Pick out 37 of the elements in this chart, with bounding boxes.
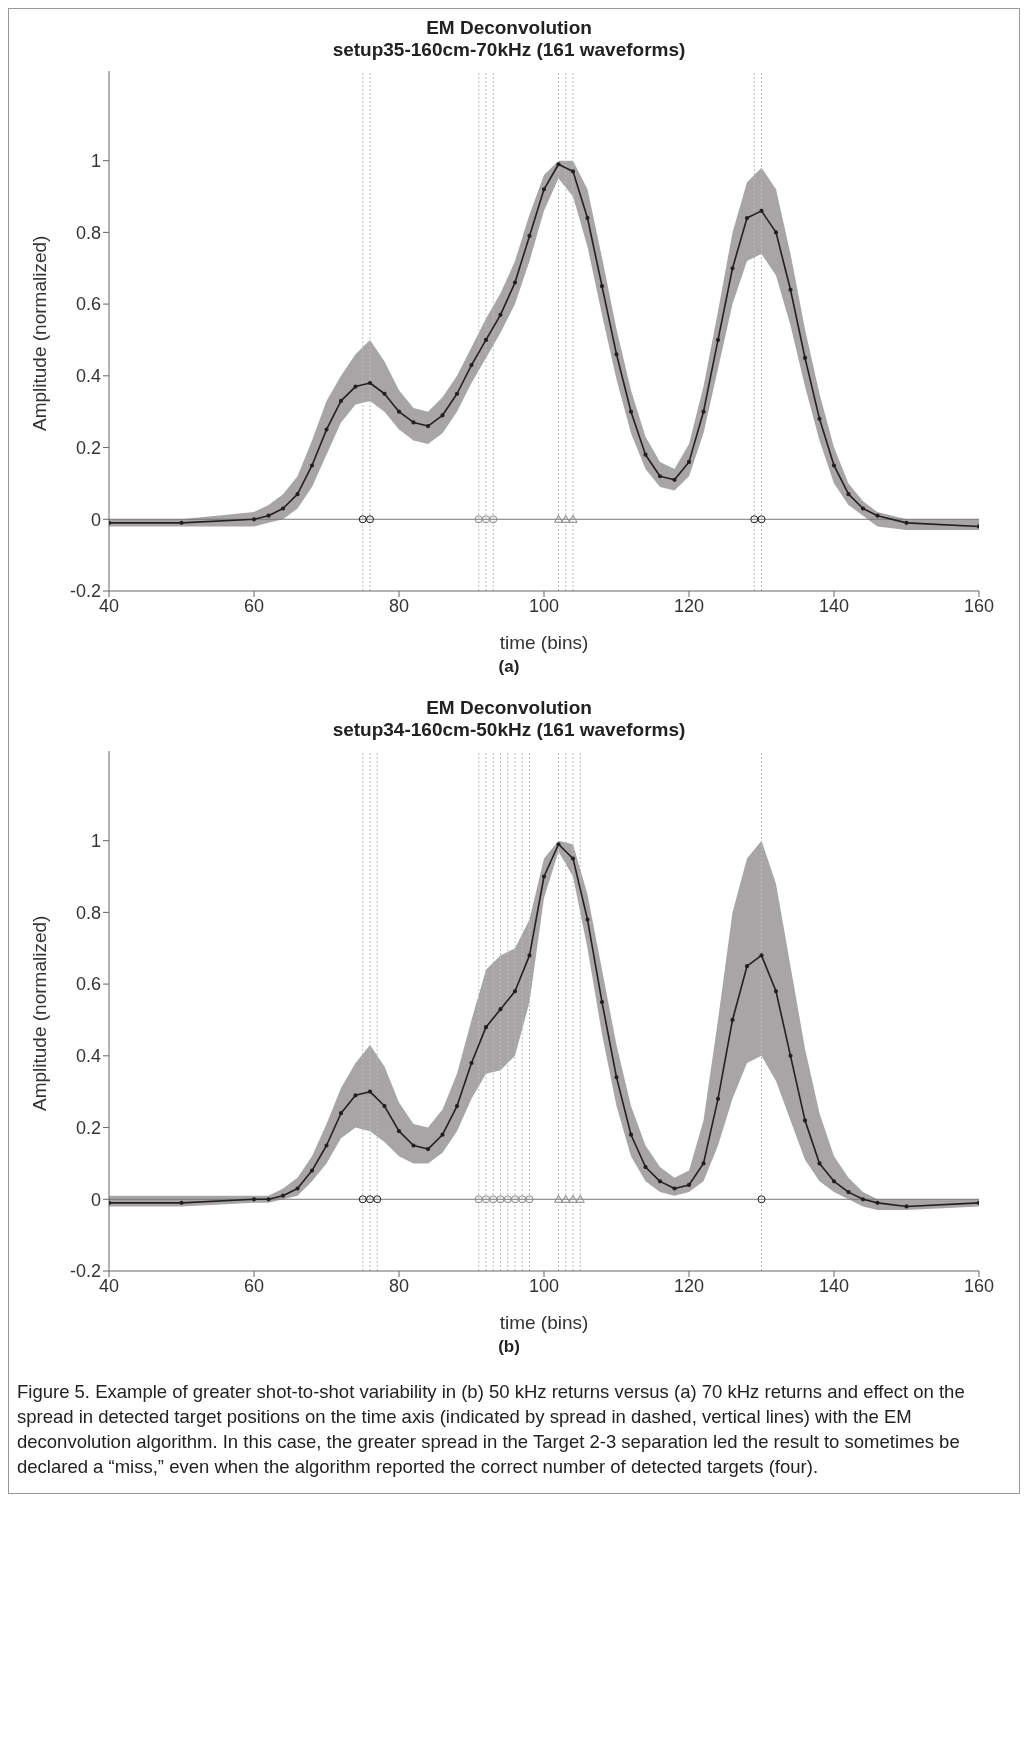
y-tick-label: 0.2 bbox=[75, 1117, 101, 1138]
x-tick-label: 80 bbox=[388, 1275, 410, 1296]
chart-subtitle: setup34-160cm-50kHz (161 waveforms) bbox=[331, 719, 687, 741]
x-tick-label: 100 bbox=[528, 595, 560, 616]
x-axis-title: time (bins) bbox=[499, 1312, 589, 1333]
y-tick-label: 0.4 bbox=[75, 366, 101, 387]
x-tick-label: 120 bbox=[673, 595, 705, 616]
y-axis-title: Amplitude (normalized) bbox=[28, 915, 50, 1111]
x-tick-label: 100 bbox=[528, 1275, 560, 1296]
text: (a) bbox=[497, 657, 521, 677]
y-tick-label: 0 bbox=[90, 509, 101, 530]
y-tick-label: 0.6 bbox=[75, 294, 101, 315]
y-tick-label: 1 bbox=[90, 831, 101, 852]
y-tick-label: 1 bbox=[90, 151, 101, 172]
chart-subtitle: setup35-160cm-70kHz (161 waveforms) bbox=[331, 39, 687, 61]
x-tick-label: 140 bbox=[818, 595, 850, 616]
text: (b) bbox=[497, 1337, 521, 1357]
y-tick-label: 0.4 bbox=[75, 1046, 101, 1067]
x-tick-label: 140 bbox=[818, 1275, 850, 1296]
x-tick-label: 120 bbox=[673, 1275, 705, 1296]
y-tick-label: 0.2 bbox=[75, 437, 101, 458]
x-tick-label: 60 bbox=[243, 595, 265, 616]
caption: Figure 5. Example of greater shot-to-shot variability in (b) 50 kHz returns versus (a) 70 kHz returns and effect on the spread in detected target positions on the time axis (indicated by spread in dashed, vertical lines) with the EM deconvolution algorithm. In this case, the greater spread in the Target 2-3 separation led the result to sometimes be declared a “miss,” even when the algorithm reported the correct number of detected targets (four). bbox=[17, 1380, 966, 1479]
y-axis-title: Amplitude (normalized) bbox=[28, 235, 50, 431]
x-tick-label: 160 bbox=[963, 595, 995, 616]
y-tick-label: -0.2 bbox=[69, 581, 101, 602]
y-tick-label: 0.8 bbox=[75, 902, 101, 923]
y-tick-label: 0.8 bbox=[75, 222, 101, 243]
x-axis-title: time (bins) bbox=[499, 632, 589, 653]
x-tick-label: 60 bbox=[243, 1275, 265, 1296]
chart-title: EM Deconvolution bbox=[425, 697, 593, 719]
x-tick-label: 80 bbox=[388, 595, 410, 616]
y-tick-label: 0 bbox=[90, 1189, 101, 1210]
chart-title: EM Deconvolution bbox=[425, 17, 593, 39]
y-tick-label: 0.6 bbox=[75, 974, 101, 995]
y-tick-label: -0.2 bbox=[69, 1261, 101, 1282]
x-tick-label: 160 bbox=[963, 1275, 995, 1296]
